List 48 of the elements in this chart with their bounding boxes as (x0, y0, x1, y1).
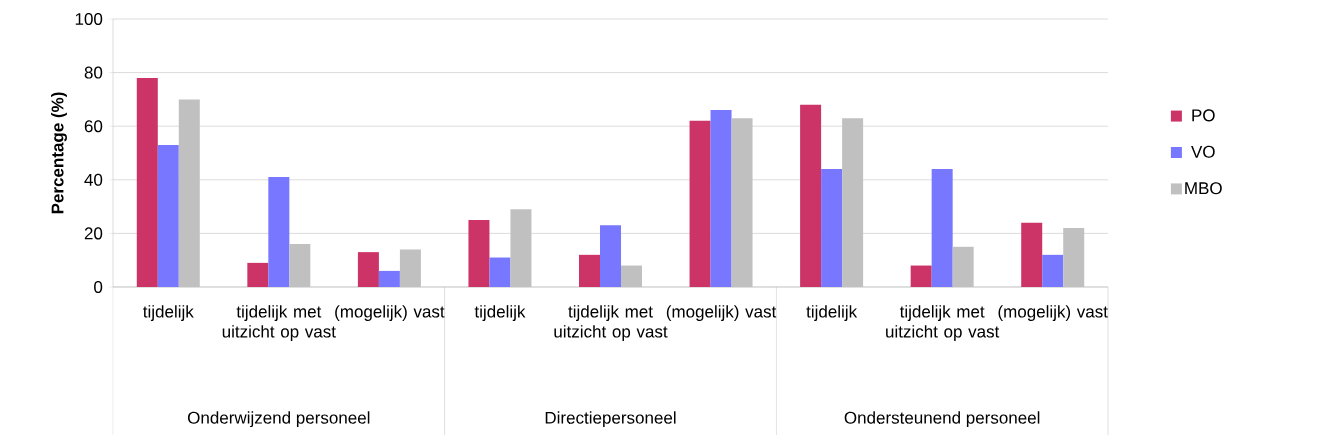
bar (621, 265, 642, 287)
x-tick-label: tijdelijk (474, 305, 526, 321)
y-axis-title: Percentage (%) (51, 92, 67, 214)
text: Directiepersoneel (545, 411, 676, 428)
bar (821, 168, 843, 287)
bar (600, 225, 622, 287)
text: Onderwijzend personeel (187, 411, 370, 428)
y-tick-label: 80 (84, 66, 103, 79)
bar (268, 177, 290, 287)
bar (1063, 227, 1085, 287)
bar (378, 270, 400, 287)
x-tick-label: tijdelijk met uitzicht op vast (222, 305, 336, 341)
x-tick-label: (mogelijk) vast (666, 305, 777, 321)
y-tick-label: 100 (75, 12, 103, 25)
bar (510, 209, 532, 287)
bar (800, 104, 822, 287)
y-tick-label: 20 (84, 227, 103, 240)
x-tick-label: tijdelijk (143, 305, 194, 321)
x-tick-label: tijdelijk met uitzicht op vast (554, 305, 668, 341)
bar (689, 120, 711, 287)
bar (731, 118, 753, 287)
y-tick-label: 40 (84, 173, 103, 186)
legend-label: MBO (1185, 182, 1222, 195)
x-tick-label: (mogelijk) vast (335, 305, 445, 321)
bar (357, 252, 379, 287)
bar (289, 244, 311, 287)
bar (247, 262, 269, 287)
bar (931, 168, 953, 287)
text: Ondersteunend personeel (844, 411, 1040, 428)
bar (399, 249, 421, 287)
x-tick-label: (mogelijk) vast (998, 305, 1108, 321)
bar (136, 77, 158, 287)
bar (579, 254, 601, 287)
bar (468, 219, 490, 287)
x-tick-label: tijdelijk (806, 305, 858, 321)
bar (710, 110, 732, 287)
bar (178, 99, 200, 287)
bar (842, 118, 864, 287)
y-tick-label: 0 (94, 280, 103, 293)
bar (157, 144, 179, 287)
bar (952, 246, 974, 287)
bar (489, 257, 511, 287)
y-tick-label: 60 (84, 120, 103, 133)
legend-label: PO (1192, 109, 1215, 122)
legend-label: VO (1191, 145, 1215, 158)
bar (910, 265, 932, 287)
bar (1042, 254, 1064, 287)
bar (1021, 222, 1043, 287)
